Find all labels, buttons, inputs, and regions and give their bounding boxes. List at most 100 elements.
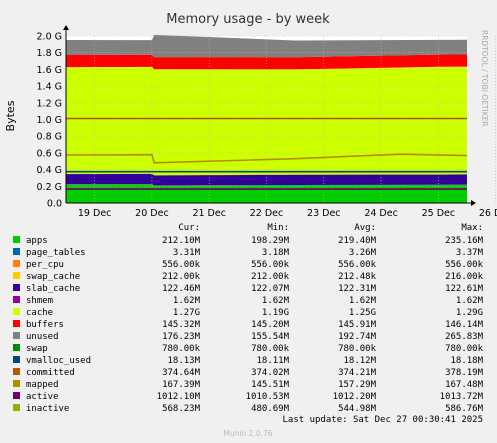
legend-min: 480.69M bbox=[251, 404, 290, 414]
legend-name: unused bbox=[26, 332, 59, 342]
legend-name: committed bbox=[26, 368, 75, 378]
legend-min: 155.54M bbox=[251, 332, 290, 342]
legend-cur: 556.00k bbox=[162, 260, 201, 270]
y-axis-label: Bytes bbox=[4, 100, 17, 131]
chart-title: Memory usage - by week bbox=[166, 12, 330, 27]
legend-row: swap_cache 212.00k 212.00k 212.48k 216.00k bbox=[13, 272, 484, 282]
legend-avg: 18.12M bbox=[343, 356, 376, 366]
axes bbox=[63, 25, 476, 206]
legend-cur: 122.46M bbox=[162, 284, 201, 294]
legend-cur: 3.31M bbox=[173, 248, 201, 258]
legend-max: 1013.72M bbox=[440, 392, 484, 402]
legend-max: 18.18M bbox=[450, 356, 483, 366]
y-tick-label: 2.0 G bbox=[37, 32, 63, 43]
x-tick-label: 26 Dec bbox=[479, 208, 497, 219]
legend-row: unused 176.23M 155.54M 192.74M 265.83M bbox=[13, 332, 484, 342]
line-series bbox=[65, 117, 468, 190]
y-tick-label: 1.4 G bbox=[37, 82, 63, 93]
legend-max: 216.00k bbox=[445, 272, 484, 282]
legend-avg: 556.00k bbox=[338, 260, 377, 270]
legend-name: shmem bbox=[26, 296, 53, 306]
legend-max: 586.76M bbox=[445, 404, 484, 414]
y-tick-label: 1.2 G bbox=[37, 98, 63, 109]
legend-avg: 212.48k bbox=[338, 272, 377, 282]
y-tick-label: 0.8 G bbox=[37, 132, 63, 143]
rrdtool-credit: RRDTOOL / TOBI OETIKER bbox=[480, 30, 489, 127]
legend-row: slab_cache 122.46M 122.07M 122.31M 122.61M bbox=[13, 284, 484, 294]
legend-swatch bbox=[13, 296, 20, 303]
area-shmem bbox=[66, 173, 467, 176]
legend-swatch bbox=[13, 368, 20, 375]
legend-avg: 374.21M bbox=[338, 368, 377, 378]
legend-swatch bbox=[13, 320, 20, 327]
legend-min: 122.07M bbox=[251, 284, 290, 294]
legend-row: per_cpu 556.00k 556.00k 556.00k 556.00k bbox=[13, 260, 484, 270]
legend-avg: 1012.20M bbox=[333, 392, 377, 402]
legend-max: 556.00k bbox=[445, 260, 484, 270]
legend-table: apps 212.10M 198.29M 219.40M 235.16M page_tab… bbox=[13, 236, 484, 414]
legend-min: 1.19G bbox=[262, 308, 289, 318]
area-slab_cache bbox=[66, 173, 467, 186]
area-unused bbox=[66, 34, 467, 58]
x-tick-label: 20 Dec bbox=[135, 208, 169, 219]
legend-row: apps 212.10M 198.29M 219.40M 235.16M bbox=[13, 236, 484, 246]
legend-row: buffers 145.32M 145.20M 145.91M 146.14M bbox=[13, 320, 484, 330]
legend-row: mapped 167.39M 145.51M 157.29M 167.48M bbox=[13, 380, 484, 390]
legend-row: inactive 568.23M 480.69M 544.98M 586.76M bbox=[13, 404, 484, 414]
legend-max: 146.14M bbox=[445, 320, 484, 330]
legend-min: 1.62M bbox=[262, 296, 290, 306]
legend-cur: 374.64M bbox=[162, 368, 201, 378]
legend-swatch bbox=[13, 272, 20, 279]
legend-row: swap 780.00k 780.00k 780.00k 780.00k bbox=[13, 344, 484, 354]
legend-header: Max: bbox=[461, 223, 483, 233]
legend-name: vmalloc_used bbox=[26, 356, 91, 366]
legend-name: swap_cache bbox=[26, 272, 80, 282]
y-tick-label: 0.4 G bbox=[37, 165, 63, 176]
legend-row: vmalloc_used 18.13M 18.11M 18.12M 18.18M bbox=[13, 356, 484, 366]
y-axis-arrow bbox=[63, 25, 69, 30]
legend-name: cache bbox=[26, 308, 53, 318]
legend-max: 3.37M bbox=[456, 248, 484, 258]
legend-row: page_tables 3.31M 3.18M 3.26M 3.37M bbox=[13, 248, 484, 258]
y-tick-label: 1.8 G bbox=[37, 48, 63, 59]
legend-avg: 219.40M bbox=[338, 236, 377, 246]
legend-cur: 212.10M bbox=[162, 236, 201, 246]
legend-swatch bbox=[13, 308, 20, 315]
legend-cur: 1012.10M bbox=[157, 392, 201, 402]
x-tick-label: 23 Dec bbox=[307, 208, 341, 219]
y-tick-labels: 0.0 0.2 G 0.4 G 0.6 G 0.8 G 1.0 G 1.2 G 1.4 G 1.… bbox=[37, 32, 63, 210]
legend-swatch bbox=[13, 356, 20, 363]
legend-header: Min: bbox=[267, 223, 289, 233]
legend-name: buffers bbox=[26, 320, 64, 330]
legend-row: committed 374.64M 374.02M 374.21M 378.19M bbox=[13, 368, 484, 378]
legend-avg: 145.91M bbox=[338, 320, 377, 330]
legend-swatch bbox=[13, 236, 20, 243]
legend-avg: 3.26M bbox=[349, 248, 377, 258]
legend-min: 212.00k bbox=[251, 272, 290, 282]
munin-version: Munin 2.0.76 bbox=[223, 429, 272, 438]
legend-min: 1010.53M bbox=[246, 392, 290, 402]
area-page_tables bbox=[66, 184, 467, 186]
stacked-areas bbox=[66, 34, 467, 203]
legend-name: slab_cache bbox=[26, 284, 80, 294]
legend-cur: 212.00k bbox=[162, 272, 201, 282]
legend-name: apps bbox=[26, 236, 48, 246]
legend-swatch bbox=[13, 404, 20, 411]
legend-min: 556.00k bbox=[251, 260, 290, 270]
x-tick-labels: 19 Dec 20 Dec 21 Dec 22 Dec 23 Dec 24 Dec 25 D… bbox=[78, 208, 497, 219]
legend-row: shmem 1.62M 1.62M 1.62M 1.62M bbox=[13, 296, 484, 306]
x-axis-arrow bbox=[471, 200, 476, 206]
legend-max: 235.16M bbox=[445, 236, 484, 246]
legend-max: 1.29G bbox=[456, 308, 483, 318]
y-tick-label: 1.6 G bbox=[37, 65, 63, 76]
legend-cur: 1.27G bbox=[173, 308, 200, 318]
legend-row: active 1012.10M 1010.53M 1012.20M 1013.72M bbox=[13, 392, 484, 402]
legend-swatch bbox=[13, 284, 20, 291]
line-inactive bbox=[65, 153, 468, 164]
y-tick-label: 1.0 G bbox=[37, 115, 63, 126]
legend-avg: 192.74M bbox=[338, 332, 377, 342]
area-per_cpu bbox=[66, 184, 467, 186]
legend-cur: 176.23M bbox=[162, 332, 201, 342]
legend-max: 1.62M bbox=[456, 296, 484, 306]
